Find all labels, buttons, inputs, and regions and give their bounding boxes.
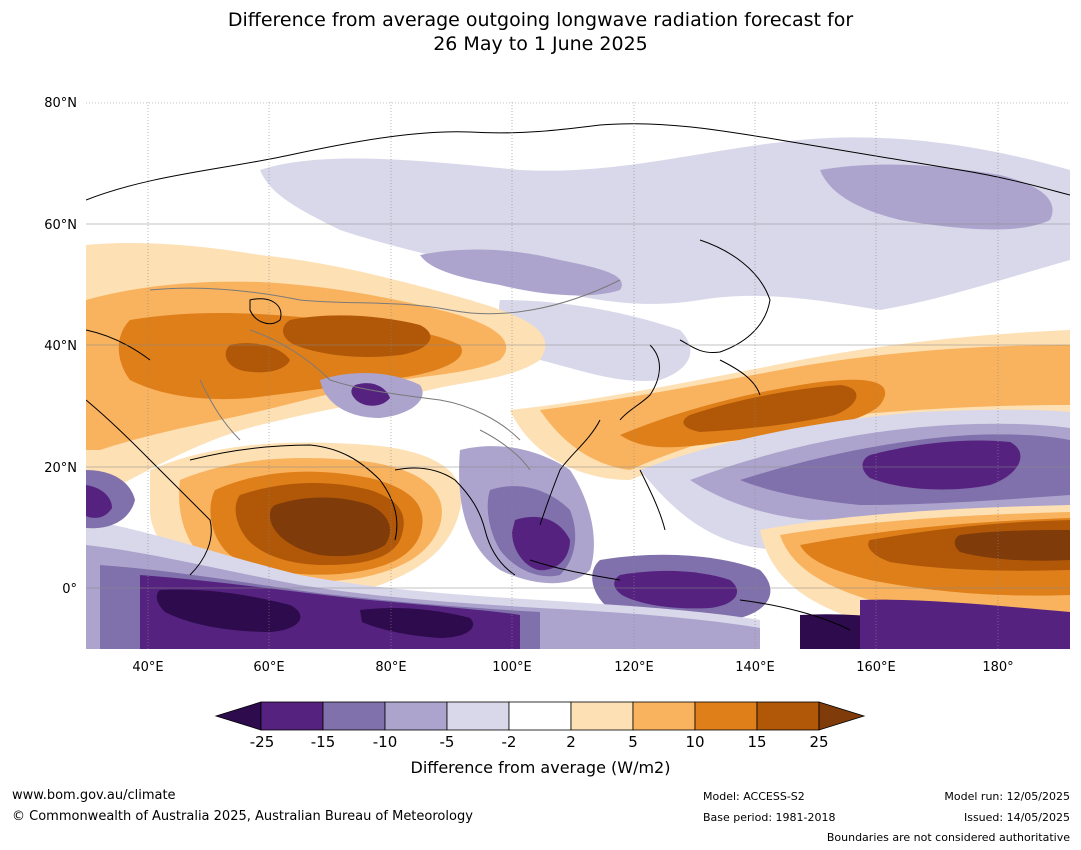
anomaly-region xyxy=(420,249,622,296)
lon-label: 60°E xyxy=(253,660,284,675)
gridlines xyxy=(86,102,1070,649)
lat-label: 40°N xyxy=(44,339,77,354)
colorbar-swatch xyxy=(694,701,758,731)
lon-label: 100°E xyxy=(492,660,532,675)
colorbar-swatch xyxy=(756,701,820,731)
colorbar-swatch xyxy=(508,701,572,731)
title-line-1: Difference from average outgoing longwav… xyxy=(227,9,854,31)
colorbar xyxy=(214,701,866,731)
lat-label: 0° xyxy=(62,582,77,597)
lon-label: 140°E xyxy=(735,660,775,675)
colorbar-tick: -25 xyxy=(249,733,275,751)
anomaly-region xyxy=(683,385,857,432)
colorbar-swatch xyxy=(446,701,510,731)
lon-label: 40°E xyxy=(132,660,163,675)
country-boundaries xyxy=(149,279,621,471)
coastlines xyxy=(86,123,1070,631)
colorbar-tick: -15 xyxy=(310,733,336,751)
anomaly-region xyxy=(225,343,290,373)
lat-labels: 80°N 60°N 40°N 20°N 0° xyxy=(44,96,77,597)
anomaly-region xyxy=(862,440,1021,490)
colorbar-swatch xyxy=(632,701,696,731)
colorbar-extend-high xyxy=(818,701,866,731)
issued-date: Issued: 14/05/2025 xyxy=(963,811,1070,824)
lon-label: 80°E xyxy=(375,660,406,675)
colorbar-tick: -10 xyxy=(372,733,398,751)
colorbar-swatch xyxy=(322,701,386,731)
colorbar-tick: 10 xyxy=(685,733,705,751)
map-field xyxy=(86,102,1070,649)
lat-label: 60°N xyxy=(44,218,77,233)
colorbar-tick: 2 xyxy=(566,733,576,751)
source-link[interactable]: www.bom.gov.au/climate xyxy=(12,788,176,803)
copyright-text: © Commonwealth of Australia 2025, Austra… xyxy=(12,809,473,824)
colorbar-tick: -2 xyxy=(501,733,517,751)
anomaly-region xyxy=(156,589,301,632)
lon-labels: 40°E 60°E 80°E 100°E 120°E 140°E 160°E 1… xyxy=(132,660,1013,675)
colorbar-tick: 25 xyxy=(809,733,829,751)
colorbar-extend-low xyxy=(214,701,262,731)
lon-label: 180° xyxy=(982,660,1013,675)
colorbar-tick: -5 xyxy=(439,733,455,751)
anomaly-region xyxy=(954,530,1070,561)
anomaly-region xyxy=(820,164,1053,230)
boundaries-disclaimer: Boundaries are not considered authoritat… xyxy=(826,831,1070,844)
colorbar-tick: 15 xyxy=(747,733,767,751)
anomaly-region xyxy=(860,599,1070,649)
base-period: Base period: 1981-2018 xyxy=(703,811,836,824)
anomaly-region xyxy=(499,300,691,381)
model-name: Model: ACCESS-S2 xyxy=(703,790,805,803)
lon-label: 160°E xyxy=(856,660,896,675)
anomaly-region xyxy=(360,607,474,638)
lon-label: 120°E xyxy=(614,660,654,675)
title-line-2: 26 May to 1 June 2025 xyxy=(433,33,648,55)
anomaly-region xyxy=(269,497,390,557)
anomaly-region xyxy=(86,485,112,518)
chart-title: Difference from average outgoing longwav… xyxy=(0,8,1081,56)
colorbar-swatch xyxy=(384,701,448,731)
lat-label: 80°N xyxy=(44,96,77,111)
anomaly-region xyxy=(614,570,738,609)
colorbar-swatch xyxy=(260,701,324,731)
colorbar-title: Difference from average (W/m2) xyxy=(410,758,671,777)
model-run-date: Model run: 12/05/2025 xyxy=(944,790,1070,803)
anomaly-region xyxy=(283,315,431,357)
colorbar-swatch xyxy=(570,701,634,731)
lat-label: 20°N xyxy=(44,461,77,476)
anomaly-region xyxy=(512,516,570,571)
colorbar-tick: 5 xyxy=(628,733,638,751)
anomaly-region xyxy=(351,383,390,406)
